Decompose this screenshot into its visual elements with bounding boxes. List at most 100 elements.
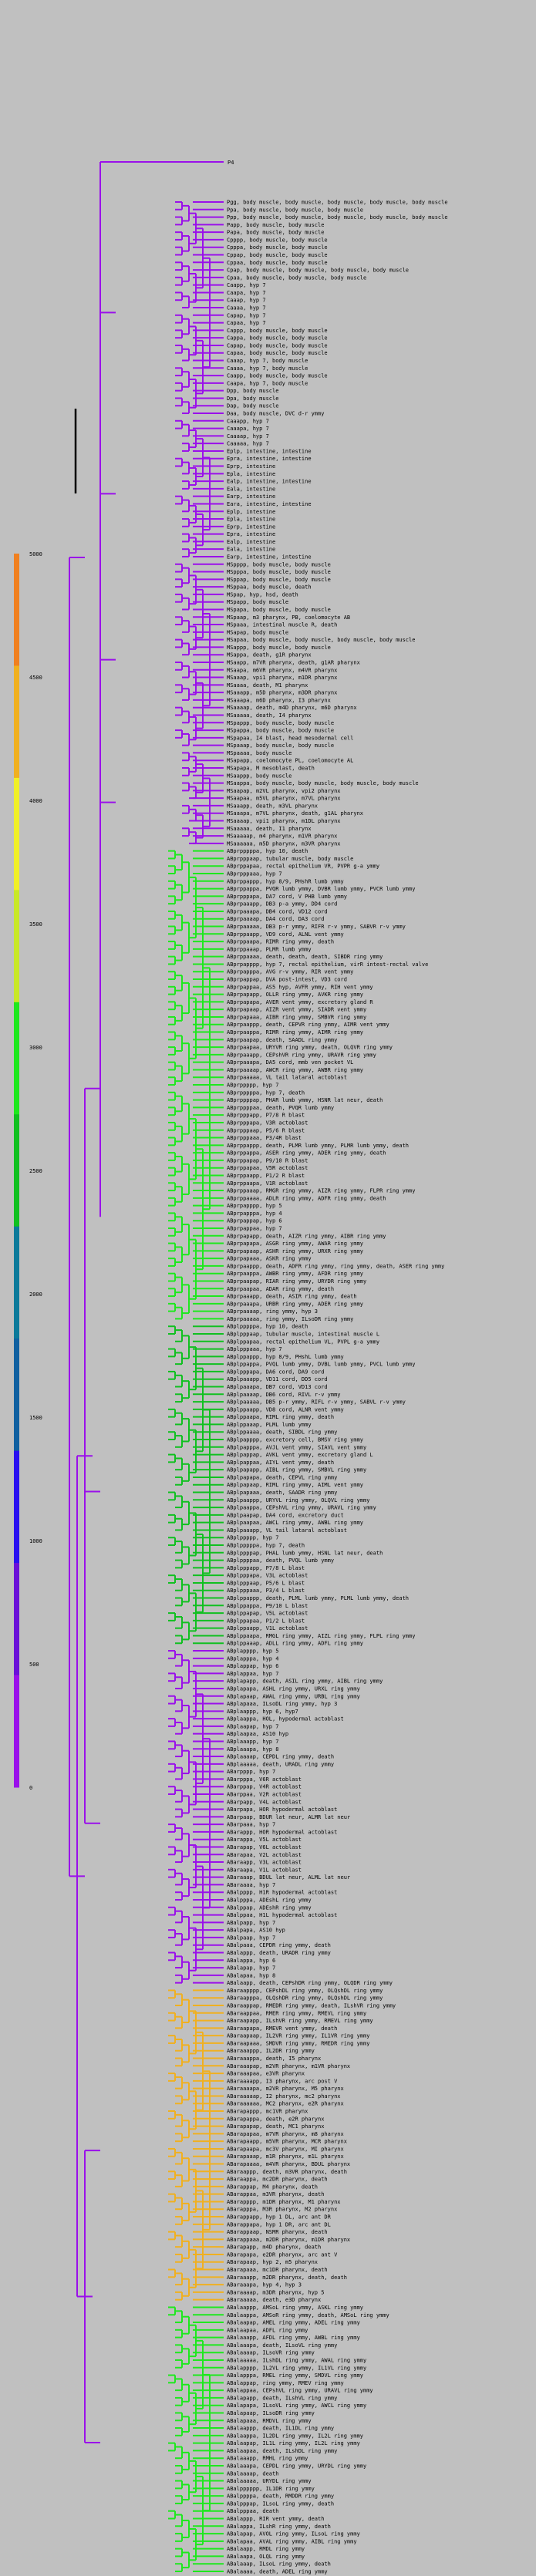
leaf-label: ABprpppppa, hyp 7, death [227,1089,305,1096]
color-scale-ticks: 0 500 1000 1500 2000 2500 3000 3500 4000 4500 5000 [29,551,42,1791]
leaf-label: ABprpppapp, P7/8 R blast [227,1113,305,1119]
leaf-label: Eala, intestine [227,547,275,553]
leaf-label: ABprpaaaap, ring ymmy, hyp 3 [227,1308,318,1315]
leaf-label: ABprpppppa, hyp 10, death [227,848,308,854]
leaf-label: ABarappap, M4 pharynx, death [227,2184,318,2190]
leaf-label: ABaraaaaaa, MC2 pharynx, e2R pharynx [227,2101,344,2107]
leaf-label: ABalappp, death, URADR ring ymmy [227,1950,331,1956]
leaf-label: ABalaaaa, death, ADEL ring ymmy [227,2569,328,2575]
leaf-label: ABprpapaaa, ASKR ring ymmy [227,1256,312,1262]
leaf-label: Eara, intestine, intestine [227,501,312,507]
leaf-label: ABplpappaa, AIYL vent ymmy, death [227,1460,334,1466]
leaf-label: ABalaaapp, AFDL ring ymmy, AWBL ring ymm… [227,2335,360,2341]
leaf-label: ABalaapp, RMDL ring ymmy [227,2546,305,2552]
leaf-label: MSaaaa, death, M1 pharynx [227,682,308,689]
leaf-label: MSpaaaa, body muscle [227,750,292,756]
leaf-label: Caaap, hyp 7 [227,298,266,304]
leaf-label: Caaapa, hyp 7 [227,426,269,432]
leaf-label: Caapa, hyp 7 [227,290,266,296]
leaf-label: ABplppappp, death, PLML lumb ymmy, PLML … [227,1595,409,1601]
leaf-label: ABplpapapp, AIBL ring ymmy, SMBVL ring y… [227,1467,366,1473]
leaf-label: ABalaappa, AMSoR ring ymmy, death, AMSoL… [227,2312,389,2318]
leaf-label: ABplaappa, HOL, hypodermal actoblast [227,1716,344,1722]
leaf-label: ABalaaap, ILsoL ring ymmy, death [227,2561,331,2568]
leaf-label: Capap, body muscle, body muscle [227,342,328,349]
leaf-label: MSaaaaaa, m5D pharynx, m3VR pharynx [227,840,341,847]
leaf-label: ABprppaaap, RMGR ring ymmy, AIZR ring ym… [227,1188,415,1194]
leaf-label: ABarapappa, death, e2R pharynx [227,2116,324,2122]
leaf-label: ABplpaaaaa, DB5 p-r ymmy, RIFL r-v ymmy,… [227,1399,406,1406]
leaf-label: ABalaappa, IL2DL ring ymmy, IL2L ring ym… [227,2433,363,2439]
leaf-label: ABalapaap, ILsoDR ring ymmy [227,2410,315,2416]
leaf-label: ABaraaappa, death, I5 pharynx [227,2056,321,2062]
leaf-label: ABplppappa, P9/10 L blast [227,1603,308,1609]
scale-segment [14,554,19,666]
leaf-label: ABalaapp, death, CEPshDR ring ymmy, OLQD… [227,1980,393,1986]
leaf-label: ABaraaappp, IL2DR ring ymmy [227,2048,315,2054]
leaf-label: MSaaaap, death, m4D pharynx, m6D pharynx [227,705,357,711]
leaf-label: ABprpaappp, death, CEPVR ring ymmy, AIMR… [227,1022,389,1028]
leaf-label: ABplapaaa, ILsoDL ring ymmy, hyp 3 [227,1701,337,1707]
leaf-label: ABarpppp, hyp 7 [227,1769,275,1775]
leaf-label: ABarapap, V6L actoblast [227,1844,302,1850]
leaf-label: ABalapaaa, RMDVL ring ymmy [227,2418,312,2424]
leaf-label: ABalppap, ADEshR ring ymmy [227,1904,312,1911]
leaf-label: Cpppa, body muscle, body muscle [227,244,328,251]
leaf-label: Capap, hyp 7 [227,312,266,318]
leaf-label: MSaappp, body muscle [227,773,292,779]
leaf-label: ABplpapppp, excretory cell, BMSV ring ym… [227,1437,363,1443]
leaf-label: ABprpappap, hyp 6 [227,1218,282,1224]
leaf-label: Cppaa, body muscle, body muscle [227,260,328,266]
leaf-label: ABprpapapa, AVER vent ymmy, excretory gl… [227,999,373,1005]
leaf-label: MSpaaap, body muscle, body muscle [227,742,334,749]
leaf-label: ABalapapa, ILsoVL ring ymmy, AWCL ring y… [227,2403,366,2409]
leaf-label: ABaraapppa, OLQshDR ring ymmy, OLQshDL r… [227,1995,383,2002]
leaf-label: ABprpapapa, ASGR ring ymmy, AWAR ring ym… [227,1241,363,1247]
leaf-label: ABaraapp, V3L actoblast [227,1860,302,1866]
leaf-label: ABalpapp, hyp 7 [227,1920,275,1926]
leaf-label: ABprpappaa, AS5 hyp, AVFR ymmy, RIH vent… [227,984,373,990]
scale-segment [14,1002,19,1115]
leaf-label: ABprpapapp, OLLR ring ymmy, AVKR ring ym… [227,992,363,998]
leaf-label: ABaraaaap, m3DR pharynx, hyp 5 [227,2289,324,2295]
leaf-label: ABprppaapp, VD9 cord, ALNL vent ymmy [227,931,344,938]
leaf-label: ABaraappp, death, m3VR pharynx, death [227,2169,347,2175]
leaf-label: MSpappa, body muscle, body muscle [227,728,334,734]
leaf-label: ABarappapa, hyp 1 DR, arc ant DL [227,2221,331,2227]
leaf-label: ABprppapaa, V5R actoblast [227,1165,308,1171]
leaf-label: Caaapp, hyp 7 [227,418,269,424]
leaf-label: Capaa, hyp 7 [227,320,266,326]
leaf-label: ABarapaapa, mc3V pharynx, MI pharynx [227,2146,344,2152]
leaf-label: ABprpaaaaa, DB3 p-r ymmy, RIFR r-v ymmy,… [227,924,406,930]
leaf-label: ABprpaaapa, URBR ring ymmy, ADER ring ym… [227,1301,363,1307]
leaf-label: ABprpapppa, AVG r-v ymmy, RIR vent ymmy [227,969,353,975]
leaf-label: ABarapaapp, m5VR pharynx, MCR pharynx [227,2139,347,2145]
leaf-label: MSapaa, body muscle, body muscle, body m… [227,637,415,643]
leaf-label: ABaraapapa, RMEVR vent ymmy, death [227,2025,337,2032]
leaf-label: ABalaaapa, death, ILsoVL ring ymmy [227,2342,337,2349]
leaf-label: ABalaaaaa, URYDL ring ymmy [227,2478,312,2484]
leaf-label: ABaraaaaa, death, e3D pharynx [227,2297,321,2303]
leaf-label: MSpapp, body muscle [227,599,288,605]
scale-tick-label: 4000 [29,798,42,804]
leaf-label: ABprppappp, hyp 8/9, PHshR lumb ymmy [227,878,344,884]
leaf-label: ABplppppap, PHAL lumb ymmy, HSNL lat neu… [227,1550,383,1556]
leaf-label: ABarapppp, m1DR pharynx, M1 pharynx [227,2199,341,2205]
leaf-label: ABprpappap, DVA post-intest, VD3 cord [227,977,347,983]
leaf-label: ABalapap, hyp 7 [227,1965,275,1972]
leaf-label: MSpapaa, I4 blast, head mesodermal cell [227,735,353,741]
leaf-label: ABplpapppa, AVJL vent ymmy, SIAVL vent y… [227,1444,366,1450]
leaf-label: ABalpaaa, CEPDR ring ymmy, death [227,1942,331,1948]
leaf-label: ABprpaapap, RIAR ring ymmy, URYDR ring y… [227,1278,366,1285]
leaf-label: ABprpaaapp, death, ASIR ring ymmy, death [227,1294,357,1300]
leaf-label: Cpaa, body muscle, body muscle, body mus… [227,274,366,281]
leaf-label: ABplppapaa, rectal epithelium VL, PVPL g… [227,1339,379,1345]
leaf-label: ABarppap, V4R actoblast [227,1784,302,1790]
leaf-label: ABplpppaaa, hyp 7 [227,1346,282,1352]
leaf-label: ABaraapaaa, SMDVR ring ymmy, RMEDR ring … [227,2040,369,2046]
leaf-label: ABplppppaa, death, PVQL lumb ymmy [227,1557,334,1564]
leaf-label: ABprppaaaa, death, death, death, SIBDR r… [227,954,383,960]
leaf-label: ABprppappp, death, PLMR lumb ymmy, PLMR … [227,1143,409,1149]
leaf-label: Eprp, intestine [227,524,275,530]
leaf-label: ABarappp, HOR hypodermal actoblast [227,1829,337,1835]
